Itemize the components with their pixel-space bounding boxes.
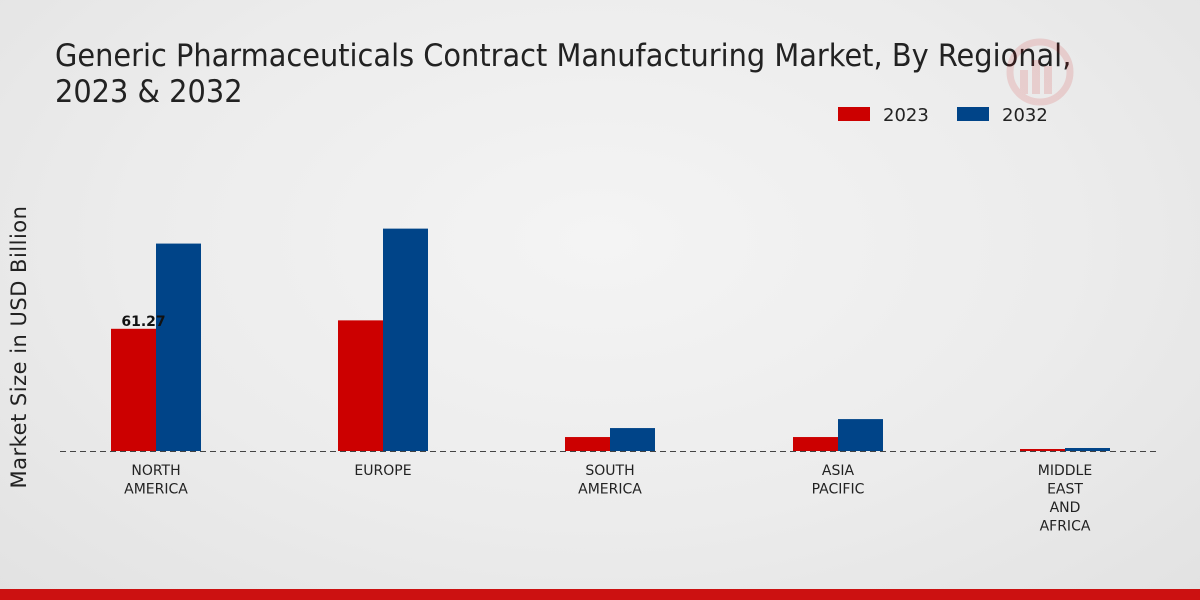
x-tick-label: EUROPE [354,463,411,479]
legend-swatch-2023 [838,107,870,121]
bar-2032-europe [383,228,428,451]
bar-2032-middle-east-and-africa [1065,448,1110,451]
bar-2023-europe [338,320,383,451]
bar-2032-north-america [156,243,201,451]
bar-2023-asia-pacific [793,437,838,451]
chart-title: Generic Pharmaceuticals Contract Manufac… [55,38,1072,110]
bar-2023-south-america [565,437,610,451]
x-tick-label: MIDDLE EAST AND AFRICA [1038,463,1092,535]
x-tick-labels: NORTH AMERICA EUROPE SOUTH AMERICA ASIA PACIFI… [124,463,1092,535]
legend: 2023 2032 [838,105,1048,126]
legend-label-2023: 2023 [883,105,929,126]
bars-group [111,228,1110,451]
data-label: 61.27 [121,314,165,330]
bar-2023-middle-east-and-africa [1020,449,1065,451]
x-tick-label: ASIA PACIFIC [812,463,865,498]
bar-2032-asia-pacific [838,419,883,451]
data-labels: 61.27 [121,314,165,330]
legend-swatch-2032 [957,107,989,121]
watermark-logo-icon [1006,38,1074,106]
y-axis-label: Market Size in USD Billion [7,206,31,489]
legend-label-2032: 2032 [1002,105,1048,126]
bottom-accent-bar [0,589,1200,600]
bar-2032-south-america [610,428,655,451]
bar-2023-north-america [111,328,156,451]
x-tick-label: SOUTH AMERICA [578,463,642,498]
x-tick-label: NORTH AMERICA [124,463,188,498]
